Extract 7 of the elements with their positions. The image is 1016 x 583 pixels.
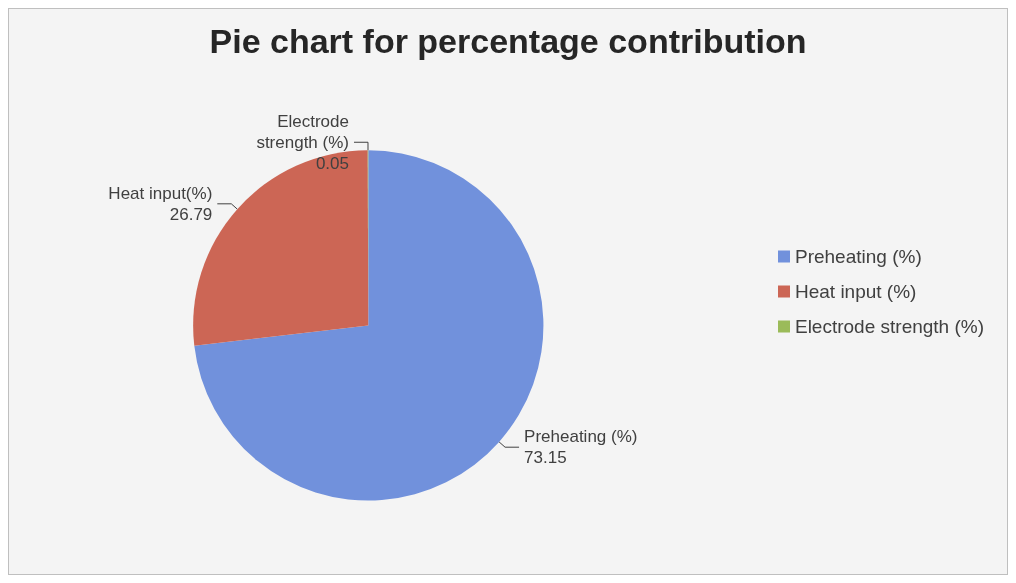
- data-label: Preheating (%) 73.15: [524, 427, 638, 468]
- chart-title: Pie chart for percentage contribution: [209, 22, 807, 60]
- legend-label: Heat input (%): [794, 281, 917, 302]
- legend-label: Preheating (%): [794, 246, 922, 267]
- data-label: Electrode strength (%) 0.05: [256, 111, 349, 173]
- data-label: Heat input(%) 26.79: [108, 183, 213, 224]
- legend-label: Electrode strength (%): [794, 316, 985, 337]
